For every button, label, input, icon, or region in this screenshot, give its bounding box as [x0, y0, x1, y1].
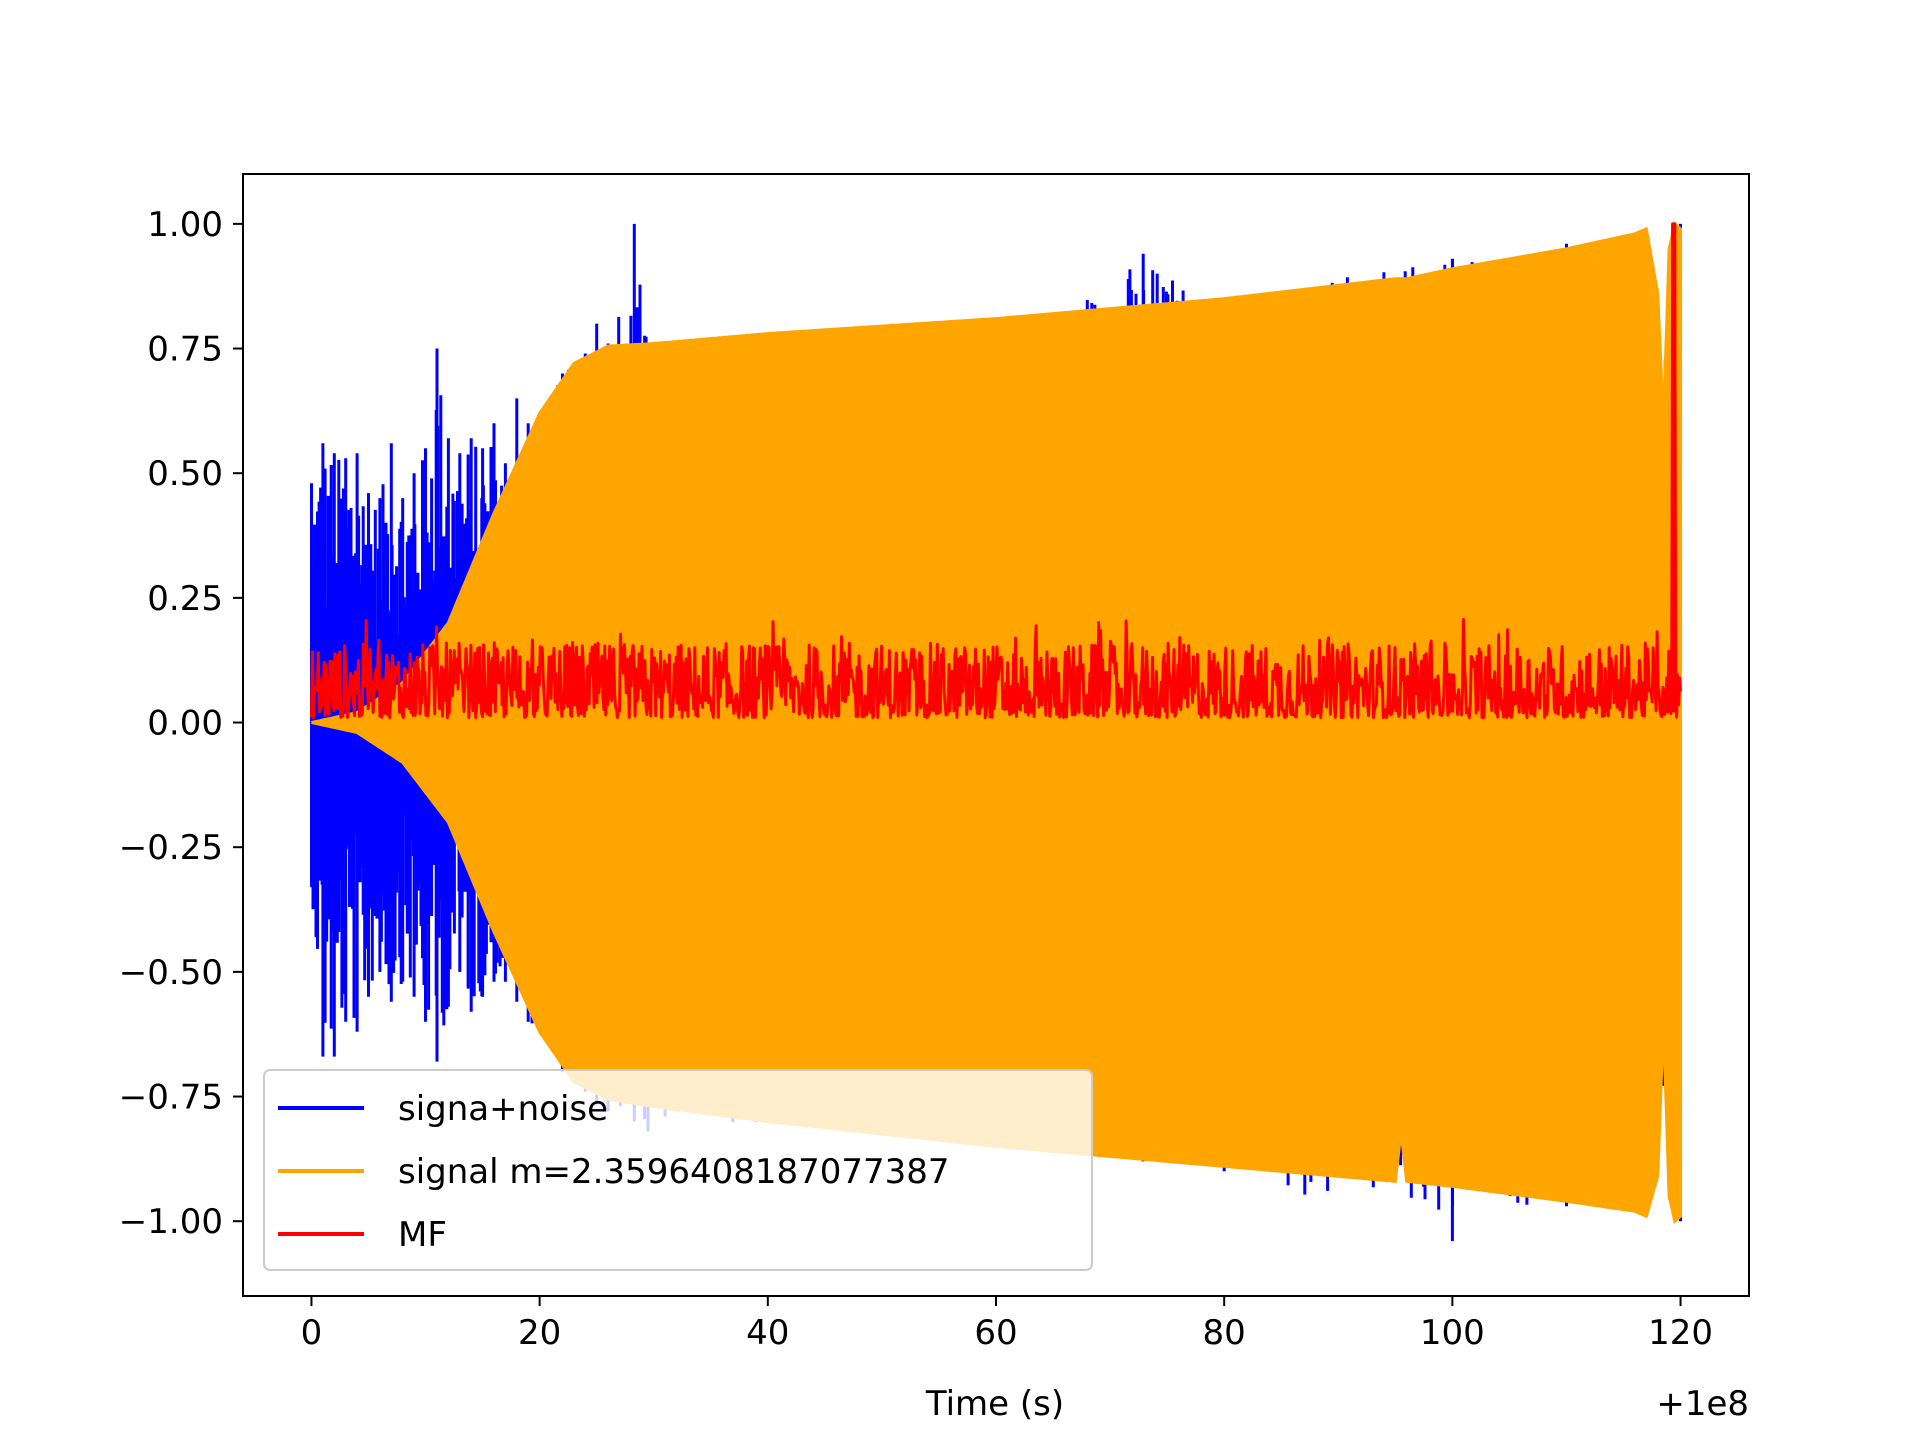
legend-label: MF — [398, 1215, 447, 1255]
y-tick-label: 0.50 — [147, 454, 223, 494]
y-tick-label: −1.00 — [119, 1202, 223, 1242]
x-tick-label: 0 — [301, 1313, 323, 1353]
y-tick-label: 1.00 — [147, 205, 223, 245]
x-tick-label: 100 — [1420, 1313, 1485, 1353]
legend-label: signal m=2.3596408187077387 — [398, 1152, 950, 1192]
x-tick-label: 60 — [974, 1313, 1017, 1353]
legend-box — [263, 1069, 1093, 1271]
x-tick-label: 120 — [1648, 1313, 1713, 1353]
y-tick-label: 0.00 — [147, 704, 223, 744]
series-mf-line — [310, 222, 1682, 719]
legend-label: signa+noise — [398, 1089, 608, 1129]
x-tick-label: 80 — [1203, 1313, 1246, 1353]
x-tick-label: 40 — [746, 1313, 789, 1353]
y-axis: 1.00 0.75 0.50 0.25 0.00 −0.25 −0.50 −0.75 −1.00 — [119, 205, 243, 1242]
y-tick-label: 0.25 — [147, 579, 223, 619]
x-tick-label: 20 — [518, 1313, 561, 1353]
y-tick-label: −0.25 — [119, 828, 223, 868]
x-axis-title: Time (s) — [925, 1384, 1064, 1424]
y-tick-label: 0.75 — [147, 330, 223, 370]
y-tick-label: −0.50 — [119, 953, 223, 993]
y-tick-label: −0.75 — [119, 1078, 223, 1118]
legend: signa+noise signal m=2.3596408187077387 MF — [263, 1069, 1093, 1271]
x-axis: 0 20 40 60 80 100 120 — [301, 1296, 1713, 1353]
x-offset-label: +1e8 — [1656, 1384, 1749, 1424]
